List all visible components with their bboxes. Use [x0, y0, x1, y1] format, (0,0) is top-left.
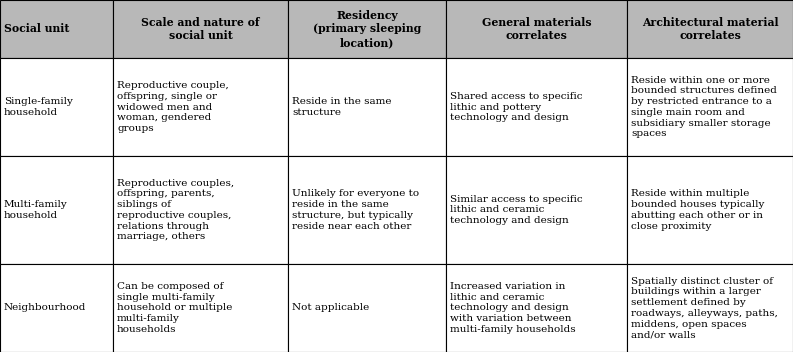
Text: Scale and nature of
social unit: Scale and nature of social unit: [141, 17, 260, 41]
Text: Reside within multiple
bounded houses typically
abutting each other or in
close : Reside within multiple bounded houses ty…: [631, 189, 764, 231]
Bar: [627, 156, 793, 264]
Bar: [0, 58, 113, 156]
Text: Neighbourhood: Neighbourhood: [4, 303, 86, 313]
Bar: [627, 58, 793, 156]
Text: Social unit: Social unit: [4, 24, 70, 34]
Text: Reproductive couple,
offspring, single or
widowed men and
woman, gendered
groups: Reproductive couple, offspring, single o…: [117, 81, 228, 133]
Text: Can be composed of
single multi-family
household or multiple
multi-family
househ: Can be composed of single multi-family h…: [117, 282, 232, 334]
Text: Architectural material
correlates: Architectural material correlates: [642, 17, 778, 41]
Text: Reside in the same
structure: Reside in the same structure: [292, 97, 392, 117]
Text: General materials
correlates: General materials correlates: [481, 17, 592, 41]
Bar: [627, 264, 793, 352]
Bar: [288, 0, 446, 58]
Text: Similar access to specific
lithic and ceramic
technology and design: Similar access to specific lithic and ce…: [450, 195, 583, 225]
Bar: [113, 0, 288, 58]
Bar: [288, 58, 446, 156]
Bar: [0, 0, 113, 58]
Bar: [113, 58, 288, 156]
Text: Multi-family
household: Multi-family household: [4, 200, 67, 220]
Bar: [446, 264, 627, 352]
Bar: [0, 156, 113, 264]
Bar: [0, 264, 113, 352]
Bar: [627, 0, 793, 58]
Bar: [446, 156, 627, 264]
Text: Reside within one or more
bounded structures defined
by restricted entrance to a: Reside within one or more bounded struct…: [631, 76, 777, 138]
Text: Single-family
household: Single-family household: [4, 97, 73, 117]
Bar: [113, 264, 288, 352]
Bar: [288, 264, 446, 352]
Text: Spatially distinct cluster of
buildings within a larger
settlement defined by
ro: Spatially distinct cluster of buildings …: [631, 277, 778, 339]
Bar: [446, 58, 627, 156]
Bar: [113, 156, 288, 264]
Bar: [446, 0, 627, 58]
Text: Unlikely for everyone to
reside in the same
structure, but typically
reside near: Unlikely for everyone to reside in the s…: [292, 189, 419, 231]
Text: Shared access to specific
lithic and pottery
technology and design: Shared access to specific lithic and pot…: [450, 92, 583, 122]
Text: Increased variation in
lithic and ceramic
technology and design
with variation b: Increased variation in lithic and cerami…: [450, 282, 576, 334]
Bar: [288, 156, 446, 264]
Text: Not applicable: Not applicable: [292, 303, 370, 313]
Text: Residency
(primary sleeping
location): Residency (primary sleeping location): [313, 10, 421, 48]
Text: Reproductive couples,
offspring, parents,
siblings of
reproductive couples,
rela: Reproductive couples, offspring, parents…: [117, 178, 234, 241]
